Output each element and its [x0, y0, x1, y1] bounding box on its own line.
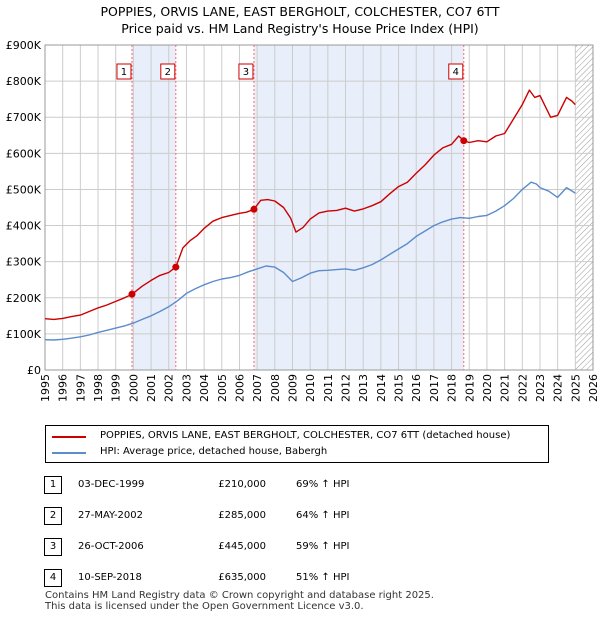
sale-row: 2 27-MAY-2002 £285,000 64% ↑ HPI: [0, 507, 600, 527]
x-tick-label: 2016: [410, 374, 423, 402]
chart-title: POPPIES, ORVIS LANE, EAST BERGHOLT, COLC…: [100, 4, 500, 19]
y-tick-label: £600K: [6, 147, 42, 160]
x-tick-label: 2010: [304, 374, 317, 402]
x-tick-label: 2025: [569, 374, 582, 402]
y-tick-label: £700K: [6, 111, 42, 124]
sale-hpi-change: 64% ↑ HPI: [296, 510, 350, 521]
x-tick-label: 2022: [516, 374, 529, 402]
x-tick-label: 2021: [499, 374, 512, 402]
sale-label-box-3: [238, 63, 254, 80]
sale-label-box-4: [448, 63, 464, 80]
x-tick-label: 2024: [552, 374, 565, 402]
y-tick-label: £900K: [6, 39, 42, 52]
x-tick-label: 2017: [428, 374, 441, 402]
sale-hpi-change: 59% ↑ HPI: [296, 541, 350, 552]
y-tick-label: £500K: [6, 183, 42, 196]
y-tick-label: £200K: [6, 292, 42, 305]
x-tick-label: 2020: [481, 374, 494, 402]
sale-hpi-change: 51% ↑ HPI: [296, 572, 350, 583]
sale-price: £285,000: [218, 510, 266, 521]
chart-subtitle: Price paid vs. HM Land Registry's House …: [121, 21, 479, 36]
sale-label-text: 3: [243, 67, 249, 78]
forecast-hatch-region: [575, 45, 593, 370]
x-tick-label: 2009: [286, 374, 299, 402]
ownership-shade-2: [253, 45, 464, 370]
legend-label-hpi: HPI: Average price, detached house, Babe…: [100, 446, 328, 457]
x-tick-label: 2002: [163, 374, 176, 402]
x-tick-label: 2026: [587, 374, 600, 402]
sale-price: £635,000: [218, 572, 266, 583]
x-tick-label: 2015: [393, 374, 406, 402]
y-tick-label: £400K: [6, 220, 42, 233]
sale-label-text: 2: [165, 67, 171, 78]
x-tick-label: 2012: [340, 374, 353, 402]
x-tick-label: 2008: [269, 374, 282, 402]
y-tick-label: £100K: [6, 328, 42, 341]
legend-swatch-hpi: [52, 452, 86, 454]
sale-number-badge: 3: [44, 538, 62, 556]
legend: POPPIES, ORVIS LANE, EAST BERGHOLT, COLC…: [45, 425, 549, 463]
y-tick-label: £800K: [6, 75, 42, 88]
legend-label-property: POPPIES, ORVIS LANE, EAST BERGHOLT, COLC…: [100, 430, 511, 441]
sale-number-badge: 4: [44, 569, 62, 587]
x-tick-label: 2018: [446, 374, 459, 402]
x-tick-label: 2007: [251, 374, 264, 402]
sale-point-2: [172, 263, 180, 271]
footer-copyright: Contains HM Land Registry data © Crown c…: [45, 590, 434, 601]
sale-point-4: [460, 137, 468, 145]
x-tick-label: 2014: [375, 374, 388, 402]
sale-point-1: [128, 290, 136, 298]
plot-frame: [44, 44, 594, 371]
legend-swatch-property: [52, 436, 86, 438]
x-tick-label: 2003: [180, 374, 193, 402]
x-tick-label: 2023: [534, 374, 547, 402]
x-tick-label: 1995: [39, 374, 52, 402]
sale-label-text: 1: [121, 67, 127, 78]
x-tick-label: 2013: [357, 374, 370, 402]
x-tick-label: 1999: [110, 374, 123, 402]
sale-hpi-change: 69% ↑ HPI: [296, 479, 350, 490]
footer-licence: This data is licensed under the Open Gov…: [45, 601, 364, 612]
x-tick-label: 2019: [463, 374, 476, 402]
footer: Contains HM Land Registry data © Crown c…: [45, 590, 434, 612]
y-tick-label: £300K: [6, 256, 42, 269]
x-tick-label: 2000: [127, 374, 140, 402]
x-tick-label: 2006: [233, 374, 246, 402]
property-price-line: [44, 89, 576, 321]
sale-date: 26-OCT-2006: [78, 541, 144, 552]
sale-row: 1 03-DEC-1999 £210,000 69% ↑ HPI: [0, 476, 600, 496]
sale-date: 27-MAY-2002: [78, 510, 144, 521]
sale-row: 4 10-SEP-2018 £635,000 51% ↑ HPI: [0, 569, 600, 589]
x-tick-label: 2004: [198, 374, 211, 402]
x-tick-label: 1998: [92, 374, 105, 402]
y-tick-label: £0: [27, 364, 41, 377]
sale-point-3: [250, 205, 258, 213]
sale-label-box-1: [116, 63, 132, 80]
x-tick-label: 1996: [57, 374, 70, 402]
sale-row: 3 26-OCT-2006 £445,000 59% ↑ HPI: [0, 538, 600, 558]
sale-date: 03-DEC-1999: [78, 479, 145, 490]
x-tick-label: 2001: [145, 374, 158, 402]
sale-number-badge: 1: [44, 476, 62, 494]
sale-date: 10-SEP-2018: [78, 572, 142, 583]
sale-label-text: 4: [453, 67, 459, 78]
price-chart: £0 £100K £200K £300K £400K £500K £600K £700K £80…: [6, 39, 600, 402]
sale-number-badge: 2: [44, 507, 62, 525]
x-tick-label: 2005: [216, 374, 229, 402]
sale-label-box-2: [160, 63, 176, 80]
sale-price: £210,000: [218, 479, 266, 490]
sale-price: £445,000: [218, 541, 266, 552]
x-tick-label: 2011: [322, 374, 335, 402]
hpi-line: [44, 181, 576, 341]
x-tick-label: 1997: [74, 374, 87, 402]
